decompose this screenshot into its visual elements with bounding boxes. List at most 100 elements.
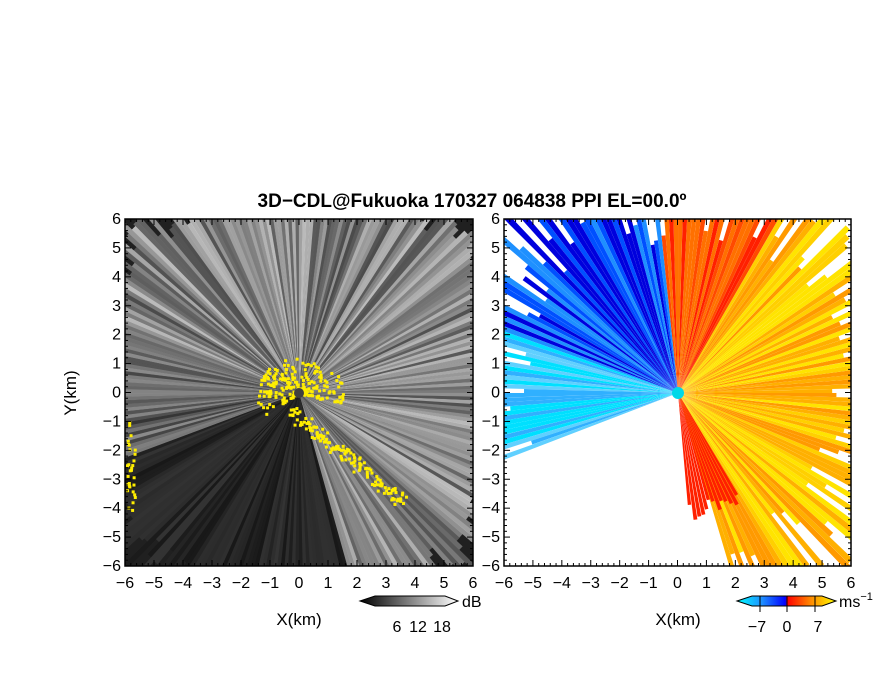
x-tick-label: 5 bbox=[440, 575, 449, 592]
high-echo-pixel bbox=[341, 444, 345, 448]
velocity-beam bbox=[633, 224, 678, 393]
high-echo-pixel bbox=[396, 497, 400, 501]
high-echo-pixel bbox=[288, 381, 292, 385]
high-echo-pixel bbox=[304, 363, 308, 367]
velocity-beam bbox=[678, 230, 708, 393]
high-echo-pixel bbox=[339, 381, 343, 385]
velocity-beam bbox=[563, 269, 678, 393]
high-echo-pixel bbox=[288, 392, 292, 396]
x-tick-label: 6 bbox=[469, 575, 478, 592]
reflectivity-beam bbox=[125, 287, 299, 393]
reflectivity-beam bbox=[125, 352, 299, 393]
velocity-beam bbox=[595, 219, 678, 393]
velocity-beam bbox=[678, 393, 851, 564]
reflectivity-beam bbox=[125, 382, 299, 393]
high-echo-pixel bbox=[307, 387, 311, 391]
reflectivity-beam bbox=[299, 219, 329, 393]
high-echo-pixel bbox=[370, 471, 374, 475]
high-echo-pixel bbox=[319, 376, 323, 380]
velocity-beam bbox=[641, 219, 678, 393]
reflectivity-beam bbox=[125, 319, 299, 393]
velocity-beam bbox=[504, 341, 678, 393]
high-echo-pixel bbox=[402, 502, 406, 506]
reflectivity-beam bbox=[299, 219, 420, 393]
high-echo-pixel bbox=[302, 390, 306, 394]
high-echo-pixel bbox=[312, 381, 316, 385]
high-echo-pixel bbox=[273, 377, 277, 381]
reflectivity-beam bbox=[299, 393, 473, 450]
velocity-beam bbox=[504, 351, 678, 393]
high-echo-pixel bbox=[128, 423, 132, 427]
high-echo-pixel bbox=[280, 373, 284, 377]
velocity-beam bbox=[583, 219, 678, 393]
high-echo-pixel bbox=[352, 461, 356, 465]
high-echo-pixel bbox=[299, 421, 303, 425]
reflectivity-beam bbox=[144, 393, 299, 542]
x-tick-label: 2 bbox=[353, 575, 362, 592]
high-echo-pixel bbox=[367, 467, 371, 471]
high-echo-pixel bbox=[298, 423, 302, 427]
reflectivity-beam bbox=[133, 246, 299, 393]
velocity-beam bbox=[504, 326, 678, 393]
high-echo-pixel bbox=[393, 502, 397, 506]
high-echo-pixel bbox=[272, 385, 276, 389]
velocity-beam bbox=[678, 336, 851, 393]
x-tick-label: −3 bbox=[582, 575, 600, 592]
velocity-beam bbox=[668, 219, 678, 393]
velocity-beam bbox=[510, 393, 678, 411]
reflectivity-beam bbox=[226, 393, 299, 566]
high-echo-pixel bbox=[305, 376, 309, 380]
high-echo-pixel bbox=[301, 378, 305, 382]
reflectivity-beam bbox=[125, 359, 299, 393]
high-echo-pixel bbox=[268, 391, 272, 395]
reflectivity-beam bbox=[299, 219, 325, 393]
high-echo-pixel bbox=[365, 473, 369, 477]
high-echo-pixel bbox=[280, 386, 284, 390]
high-echo-pixel bbox=[268, 367, 272, 371]
high-echo-pixel bbox=[324, 445, 328, 449]
high-echo-pixel bbox=[320, 434, 324, 438]
reflectivity-beam bbox=[131, 262, 299, 393]
reflectivity-beam bbox=[277, 393, 299, 566]
velocity-beam bbox=[678, 219, 735, 393]
radar-site-marker-velocity bbox=[672, 387, 684, 399]
high-echo-pixel bbox=[133, 496, 137, 500]
reflectivity-beam bbox=[131, 225, 299, 393]
reflectivity-beam bbox=[299, 230, 468, 393]
reflectivity-beam bbox=[125, 389, 299, 394]
high-echo-pixel bbox=[312, 362, 316, 366]
high-echo-pixel bbox=[290, 396, 294, 400]
velocity-beam bbox=[544, 219, 678, 393]
reflectivity-beam bbox=[125, 249, 299, 393]
reflectivity-beam bbox=[199, 393, 299, 566]
high-echo-pixel bbox=[302, 392, 306, 396]
velocity-beam bbox=[504, 370, 678, 393]
velocity-beam bbox=[678, 393, 801, 525]
reflectivity-beam bbox=[221, 393, 299, 566]
y-tick-label: −5 bbox=[103, 529, 121, 546]
velocity-beam bbox=[678, 219, 745, 393]
velocity-beam bbox=[678, 297, 847, 393]
high-echo-pixel bbox=[316, 434, 320, 438]
velocity-beam bbox=[678, 393, 809, 487]
velocity-beam bbox=[678, 234, 850, 393]
reflectivity-beam bbox=[299, 393, 460, 542]
velocity-beam bbox=[678, 393, 851, 471]
velocity-beam bbox=[504, 273, 678, 393]
velocity-beam bbox=[678, 321, 841, 393]
velocity-beam bbox=[678, 219, 827, 393]
velocity-beam bbox=[678, 310, 851, 393]
high-echo-pixel bbox=[383, 486, 387, 490]
reflectivity-beam bbox=[299, 219, 395, 393]
high-echo-pixel bbox=[127, 484, 131, 488]
reflectivity-beam bbox=[273, 393, 299, 566]
high-echo-pixel bbox=[325, 437, 329, 441]
x-tick-label: −2 bbox=[232, 575, 250, 592]
reflectivity-beam bbox=[299, 219, 377, 393]
velocity-beam bbox=[678, 353, 844, 393]
high-echo-pixel bbox=[289, 385, 293, 389]
velocity-beam bbox=[678, 393, 851, 526]
high-echo-pixel bbox=[341, 397, 345, 401]
reflectivity-beam bbox=[125, 393, 299, 566]
reflectivity-beam bbox=[169, 226, 299, 393]
